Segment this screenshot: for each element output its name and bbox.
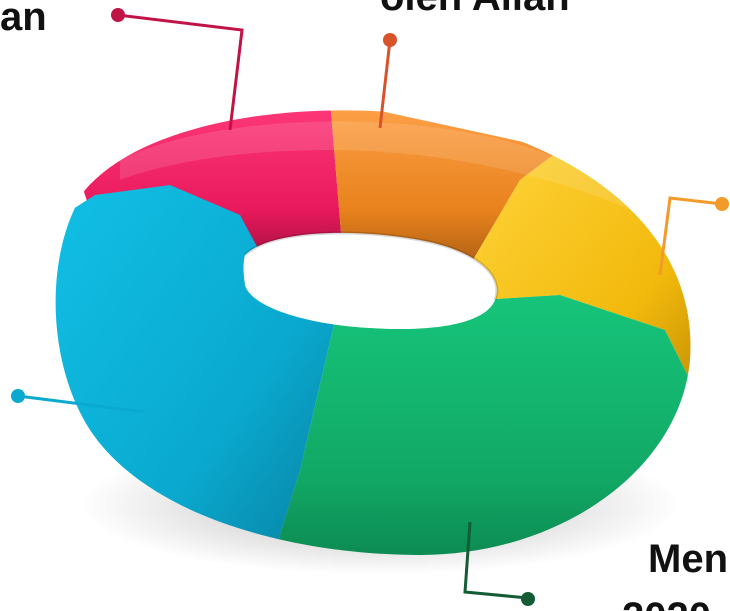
label-green: Men xyxy=(648,537,728,581)
callout-dot-yellow xyxy=(715,197,729,211)
callout-dot-blue xyxy=(11,389,25,403)
label-extra: 2020 xyxy=(622,595,711,611)
callout-line-orange xyxy=(378,39,392,129)
torus-highlight xyxy=(120,121,660,225)
callout-dot-green xyxy=(521,592,535,606)
torus-hole xyxy=(243,232,497,330)
callout-line-magenta xyxy=(117,13,244,131)
label-magenta: an xyxy=(0,0,47,39)
label-orange: oleh Allah xyxy=(380,0,570,19)
callout-line-yellow xyxy=(658,196,723,276)
callout-dot-magenta xyxy=(111,8,125,22)
torus-hole-rim xyxy=(243,231,499,301)
callout-dot-orange xyxy=(383,33,397,47)
callout-line-green xyxy=(463,521,529,600)
callout-line-blue xyxy=(17,394,146,414)
